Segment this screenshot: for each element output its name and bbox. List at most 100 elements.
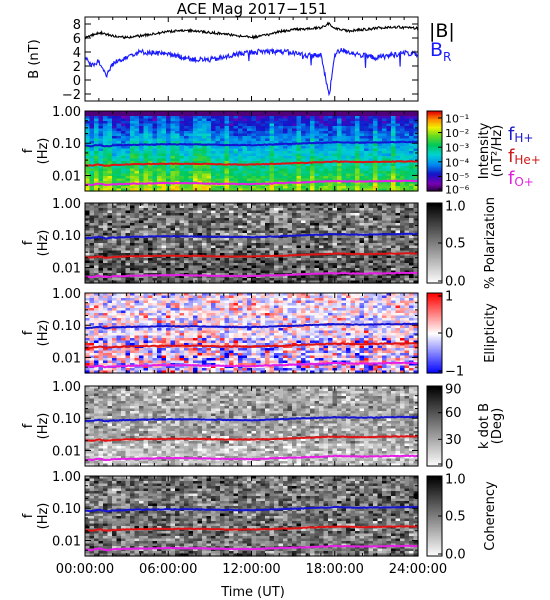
spectrogram-cell — [148, 233, 154, 237]
spectrogram-cell — [139, 173, 145, 177]
spectrogram-cell — [247, 181, 253, 185]
spectrogram-cell — [242, 188, 248, 192]
spectrogram-cell — [350, 118, 356, 122]
spectrogram-cell — [368, 186, 374, 190]
spectrogram-cell — [98, 126, 104, 130]
spectrogram-cell — [188, 166, 194, 170]
spectrogram-cell — [157, 255, 163, 259]
spectrogram-cell — [116, 245, 122, 249]
spectrogram-cell — [233, 118, 239, 122]
spectrogram-cell — [170, 263, 176, 267]
spectrogram-cell — [215, 253, 221, 257]
spectrogram-cell — [274, 161, 280, 165]
spectrogram-cell — [229, 218, 235, 222]
spectrogram-cell — [184, 186, 190, 190]
spectrogram-cell — [188, 163, 194, 167]
spectrogram-cell — [409, 121, 415, 125]
spectrogram-cell — [130, 278, 136, 282]
spectrogram-cell — [170, 255, 176, 259]
spectrogram-cell — [224, 148, 230, 152]
spectrogram-cell — [152, 260, 158, 264]
spectrogram-cell — [125, 171, 131, 175]
spectrogram-cell — [337, 121, 343, 125]
spectrogram-cell — [143, 208, 149, 212]
spectrogram-cell — [224, 128, 230, 132]
spectrogram-cell — [265, 188, 271, 192]
spectrogram-cell — [260, 136, 266, 140]
spectrogram-cell — [202, 156, 208, 160]
spectrogram-cell — [247, 263, 253, 267]
spectrogram-cell — [130, 176, 136, 180]
spectrogram-cell — [103, 270, 109, 274]
spectrogram-cell — [305, 151, 311, 155]
spectrogram-cell — [283, 141, 289, 145]
spectrogram-cell — [184, 233, 190, 237]
spectrogram-cell — [184, 280, 190, 284]
spectrogram-cell — [395, 113, 401, 117]
spectrogram-cell — [85, 128, 91, 132]
spectrogram-cell — [148, 156, 154, 160]
spectrogram-cell — [224, 111, 230, 115]
spectrogram-cell — [247, 178, 253, 182]
spectrogram-cell — [395, 178, 401, 182]
spectrogram-cell — [121, 171, 127, 175]
spectrogram-cell — [247, 141, 253, 145]
spectrogram-cell — [170, 131, 176, 135]
spectrogram-cell — [323, 138, 329, 142]
spectrogram-cell — [143, 181, 149, 185]
spectrogram-cell — [139, 126, 145, 130]
spectrogram-cell — [314, 168, 320, 172]
spectrogram-cell — [139, 178, 145, 182]
spectrogram-cell — [116, 205, 122, 209]
colorbar-swatch — [427, 175, 442, 177]
spectrogram-cell — [265, 183, 271, 187]
spectrogram-cell — [193, 230, 199, 234]
spectrogram-cell — [175, 133, 181, 137]
spectrogram-cell — [364, 146, 370, 150]
spectrogram-cell — [337, 173, 343, 177]
spectrogram-cell — [112, 270, 118, 274]
spectrogram-cell — [337, 183, 343, 187]
spectrogram-cell — [409, 113, 415, 117]
spectrogram-cell — [125, 268, 131, 272]
spectrogram-cell — [134, 268, 140, 272]
spectrogram-cell — [121, 166, 127, 170]
spectrogram-cell — [125, 225, 131, 229]
spectrogram-cell — [116, 131, 122, 135]
spectrogram-cell — [161, 178, 167, 182]
spectrogram-cell — [229, 173, 235, 177]
spectrogram-cell — [310, 118, 316, 122]
spectrogram-cell — [184, 171, 190, 175]
spectrogram-cell — [224, 210, 230, 214]
spectrogram-cell — [188, 270, 194, 274]
spectrogram-cell — [125, 233, 131, 237]
spectrogram-cell — [287, 173, 293, 177]
spectrogram-cell — [134, 260, 140, 264]
spectrogram-cell — [283, 173, 289, 177]
spectrogram-cell — [193, 126, 199, 130]
spectrogram-cell — [404, 146, 410, 150]
spectrogram-cell — [197, 280, 203, 284]
spectrogram-cell — [188, 268, 194, 272]
spectrogram-cell — [130, 131, 136, 135]
spectrogram-cell — [193, 173, 199, 177]
spectrogram-cell — [287, 116, 293, 120]
spectrogram-cell — [211, 161, 217, 165]
spectrogram-cell — [274, 168, 280, 172]
spectrogram-cell — [251, 146, 257, 150]
spectrogram-cell — [184, 173, 190, 177]
spectrogram-cell — [134, 141, 140, 145]
spectrogram-cell — [242, 223, 248, 227]
spectrogram-cell — [247, 215, 253, 219]
spectrogram-cell — [233, 260, 239, 264]
spectrogram-cell — [112, 278, 118, 282]
spectrogram-cell — [395, 121, 401, 125]
spectrogram-cell — [94, 215, 100, 219]
spectrogram-cell — [265, 178, 271, 182]
spectrogram-cell — [350, 163, 356, 167]
spectrogram-cell — [166, 268, 172, 272]
spectrogram-cell — [152, 220, 158, 224]
spectrogram-cell — [193, 133, 199, 137]
spectrogram-cell — [166, 225, 172, 229]
spectrogram-cell — [184, 141, 190, 145]
